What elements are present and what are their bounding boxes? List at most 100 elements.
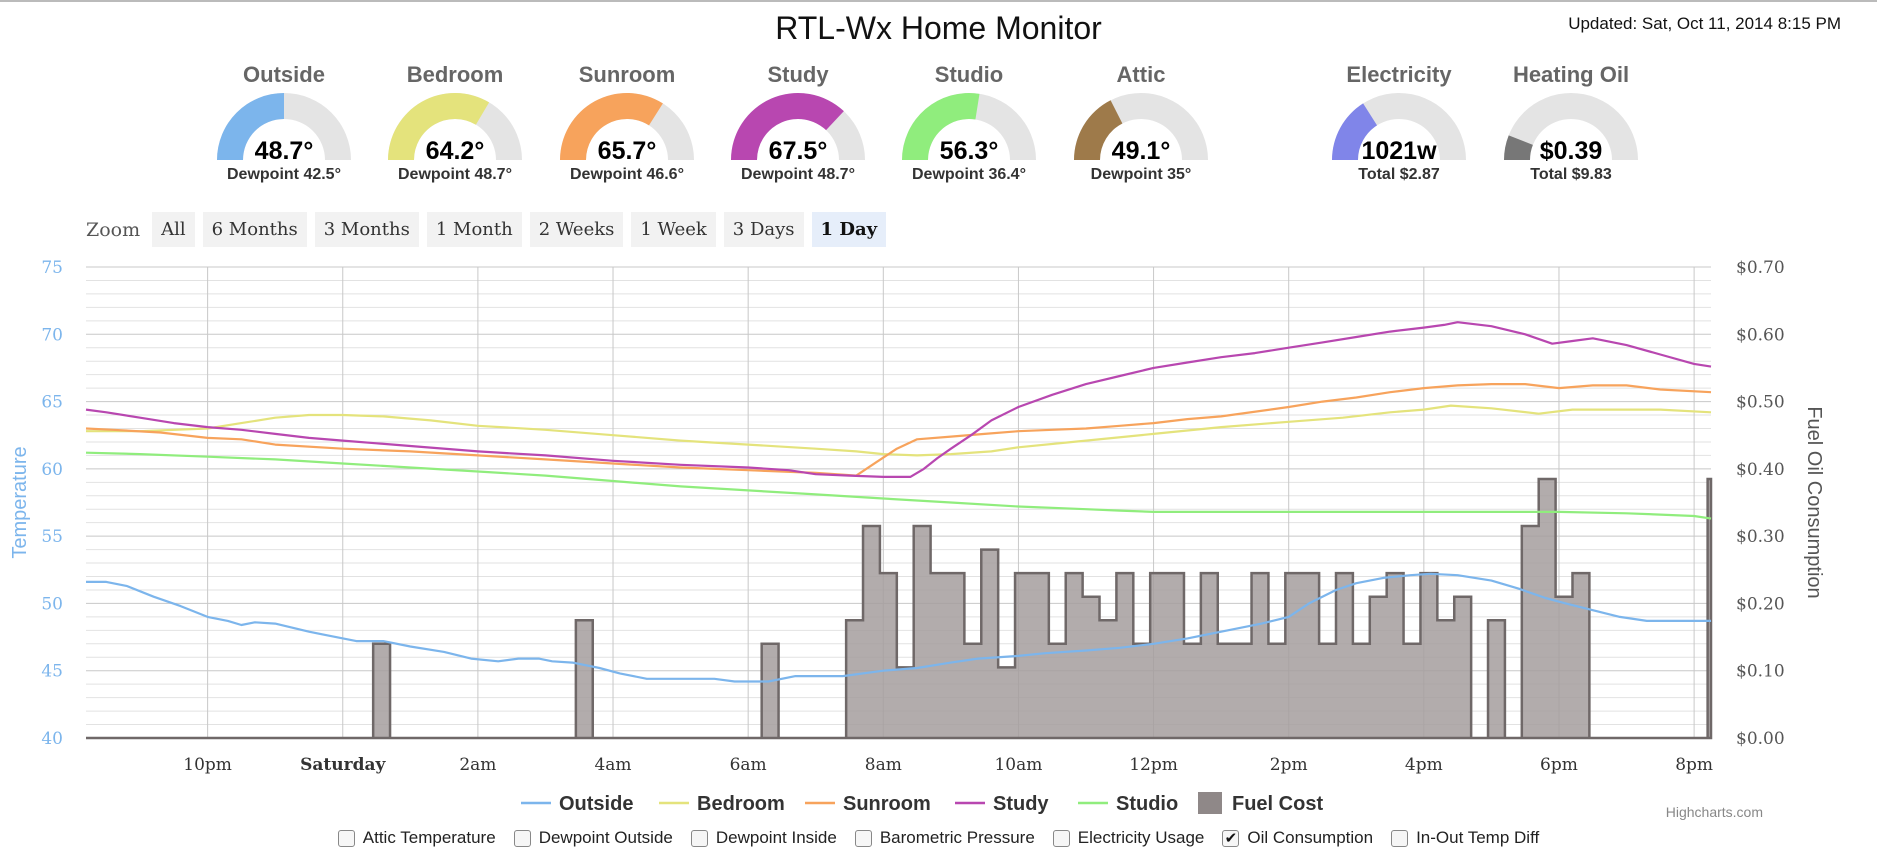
- temperature-chart[interactable]: 40 45 50 55 60 65 70 75 $0.00 $0.10 $0.20 $0.30 $0.4…: [0, 250, 1877, 830]
- zoom-1-month-button[interactable]: 1 Month: [426, 212, 522, 247]
- gauge-dial: [217, 93, 351, 160]
- zoom-6-months-button[interactable]: 6 Months: [202, 212, 307, 247]
- top-border: [0, 0, 1877, 2]
- zoom-3-days-button[interactable]: 3 Days: [723, 212, 804, 247]
- gauge-fill: [902, 93, 980, 160]
- gauge-subtitle: Dewpoint 35°: [1090, 166, 1192, 183]
- checkbox-empty-icon[interactable]: [1052, 829, 1070, 847]
- zoom-all-button[interactable]: All: [152, 212, 195, 247]
- legend-symbol: [1198, 792, 1222, 814]
- gauge-study: Study 67.5° Dewpoint 48.7°: [713, 62, 883, 184]
- y-tick-label: 75: [41, 258, 63, 278]
- series-line-sunroom[interactable]: [85, 383, 1712, 477]
- gauge-title: Heating Oil: [1512, 62, 1630, 87]
- series-line-bedroom[interactable]: [86, 404, 1712, 457]
- legend-item-fuel-cost[interactable]: Fuel Cost: [1198, 792, 1323, 815]
- zoom-bar: Zoom All 6 Months 3 Months 1 Month 2 Weeks 1 …: [86, 212, 894, 247]
- legend-label: Sunroom: [843, 793, 931, 815]
- gauge-studio: Studio 56.3° Dewpoint 36.4°: [884, 62, 1054, 184]
- x-tick-label: 4am: [594, 755, 631, 775]
- gauge-fill: [560, 93, 663, 160]
- zoom-1-day-button[interactable]: 1 Day: [811, 212, 887, 247]
- gauge-subtitle: Dewpoint 48.7°: [398, 166, 512, 183]
- series-checkbox-row: Attic Temperature Dewpoint Outside Dewpoin…: [0, 828, 1877, 848]
- checkbox-empty-icon[interactable]: [854, 829, 872, 847]
- gauge-dial: [388, 93, 522, 160]
- checkbox-electricity-usage[interactable]: Electricity Usage: [1052, 828, 1204, 848]
- gauge-value: 67.5°: [768, 137, 828, 165]
- gauge-value: 56.3°: [939, 137, 999, 165]
- legend: Outside Bedroom Sunroom Study Studio Fuel Cos…: [521, 792, 1323, 815]
- checkbox-in-out-temp-diff[interactable]: In-Out Temp Diff: [1391, 828, 1539, 848]
- checkbox-label: Barometric Pressure: [879, 828, 1035, 847]
- gauge-dial: [1332, 93, 1466, 160]
- checkbox-label: Dewpoint Outside: [538, 828, 673, 847]
- checkbox-empty-icon[interactable]: [1391, 829, 1409, 847]
- checkbox-dewpoint-inside[interactable]: Dewpoint Inside: [690, 828, 837, 848]
- checkbox-barometric-pressure[interactable]: Barometric Pressure: [854, 828, 1035, 848]
- gauge-value: 64.2°: [425, 137, 485, 165]
- legend-item-studio[interactable]: Studio: [1078, 793, 1178, 815]
- checkbox-label: Oil Consumption: [1247, 828, 1374, 847]
- gauge-sunroom: Sunroom 65.7° Dewpoint 46.6°: [542, 62, 712, 184]
- gauge-subtitle: Dewpoint 42.5°: [227, 166, 341, 183]
- checkbox-empty-icon[interactable]: [513, 829, 531, 847]
- checkbox-oil-consumption[interactable]: ✔ Oil Consumption: [1222, 828, 1373, 848]
- fuel-cost-series[interactable]: [86, 477, 1713, 740]
- y-tick-label: 65: [41, 393, 63, 413]
- legend-item-outside[interactable]: Outside: [521, 793, 633, 815]
- gauge-dial: [1504, 93, 1638, 160]
- highcharts-credit[interactable]: Highcharts.com: [1665, 804, 1763, 820]
- legend-item-sunroom[interactable]: Sunroom: [805, 793, 931, 815]
- zoom-1-week-button[interactable]: 1 Week: [631, 212, 716, 247]
- y-tick-label: 40: [41, 729, 63, 749]
- checkbox-checked-icon[interactable]: ✔: [1222, 829, 1240, 847]
- series-line-outside[interactable]: [86, 572, 1711, 683]
- gauge-subtitle: Total $9.83: [1530, 166, 1612, 183]
- gauge-title: Bedroom: [406, 62, 504, 87]
- legend-label: Studio: [1116, 793, 1178, 815]
- legend-label: Outside: [559, 793, 633, 815]
- legend-label: Fuel Cost: [1232, 793, 1323, 815]
- x-tick-label: 10am: [994, 755, 1042, 775]
- gauge-fill: [1332, 103, 1378, 160]
- y2-axis-title: Fuel Oil Consumption: [1803, 406, 1825, 598]
- zoom-3-months-button[interactable]: 3 Months: [314, 212, 419, 247]
- legend-item-study[interactable]: Study: [955, 793, 1049, 815]
- checkbox-empty-icon[interactable]: [337, 829, 355, 847]
- x-tick-label: 12pm: [1129, 755, 1178, 775]
- gauge-title: Study: [767, 62, 829, 87]
- y2-tick-label: $0.40: [1736, 460, 1785, 480]
- x-tick-label: 8am: [865, 755, 902, 775]
- gauge-title: Sunroom: [578, 62, 676, 87]
- series-line-study[interactable]: [85, 321, 1712, 478]
- gauge-electricity: Electricity 1021w Total $2.87: [1314, 62, 1484, 184]
- checkbox-dewpoint-outside[interactable]: Dewpoint Outside: [513, 828, 673, 848]
- gauge-value: 49.1°: [1111, 137, 1171, 165]
- y-tick-label: 45: [41, 662, 63, 682]
- gauge-value: 48.7°: [254, 137, 314, 165]
- x-tick-label: 2pm: [1270, 755, 1308, 775]
- zoom-2-weeks-button[interactable]: 2 Weeks: [529, 212, 624, 247]
- x-tick-label: 2am: [459, 755, 496, 775]
- series-line-studio[interactable]: [85, 451, 1712, 520]
- zoom-label: Zoom: [86, 218, 141, 241]
- gauge-title: Outside: [243, 62, 325, 87]
- y-tick-label: 55: [41, 527, 63, 547]
- y-tick-label: 60: [41, 460, 63, 480]
- gauge-dial: [560, 93, 694, 160]
- x-tick-label: 6am: [730, 755, 767, 775]
- checkbox-label: Dewpoint Inside: [715, 828, 837, 847]
- gauge-title: Studio: [934, 62, 1004, 87]
- checkbox-empty-icon[interactable]: [690, 829, 708, 847]
- gauge-fill: [1074, 100, 1123, 160]
- gauge-subtitle: Dewpoint 36.4°: [912, 166, 1026, 183]
- gauge-title: Attic: [1116, 62, 1166, 87]
- y-axis-title: Temperature: [9, 446, 31, 558]
- legend-item-bedroom[interactable]: Bedroom: [659, 793, 785, 815]
- gauge-track: [1504, 93, 1638, 160]
- checkbox-attic-temperature[interactable]: Attic Temperature: [337, 828, 496, 848]
- gauge-fill: [1504, 135, 1533, 160]
- gauge-value: 65.7°: [597, 137, 657, 165]
- gauge-subtitle: Dewpoint 46.6°: [570, 166, 684, 183]
